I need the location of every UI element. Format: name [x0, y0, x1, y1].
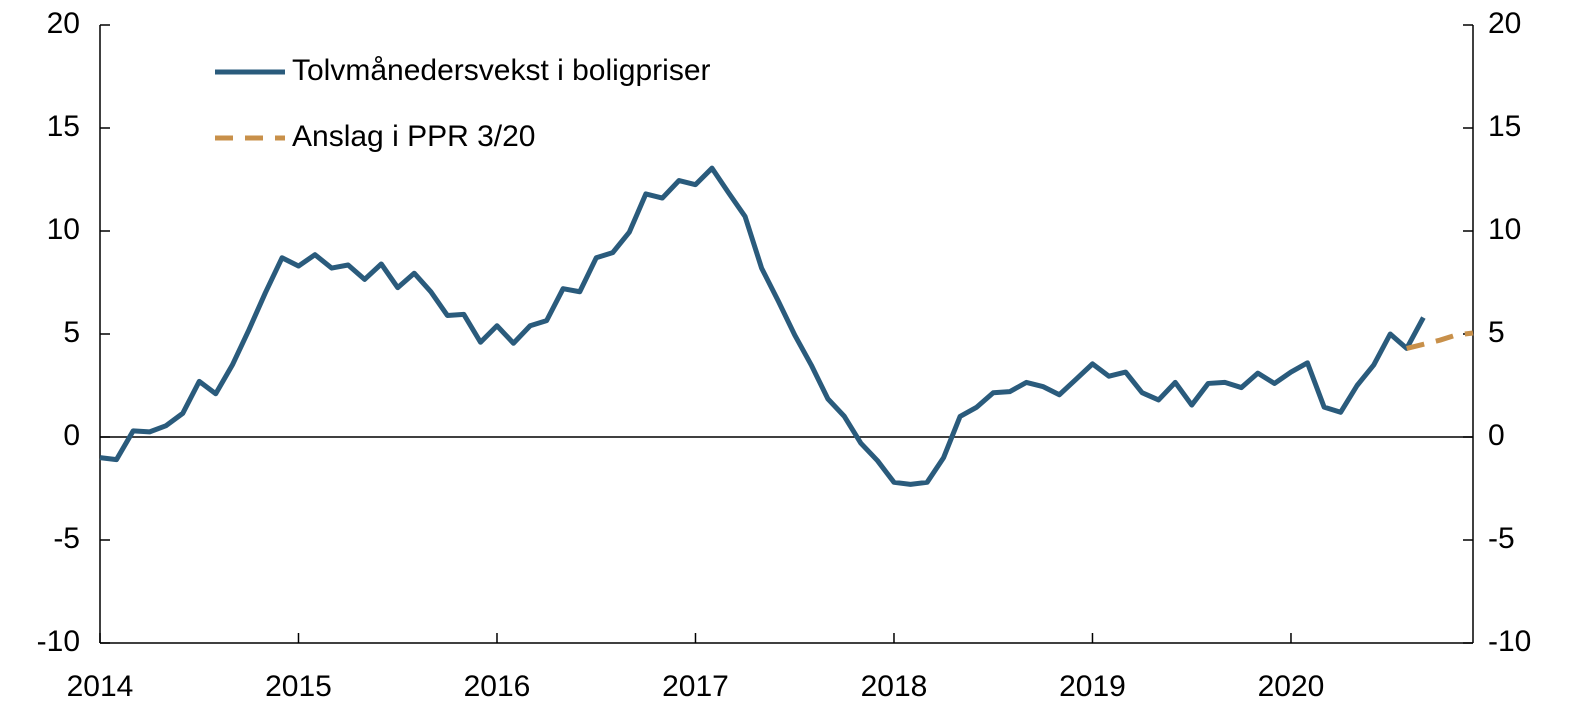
- x-tick-label: 2017: [662, 670, 729, 703]
- legend-label: Tolvmånedersvekst i boligpriser: [292, 54, 711, 87]
- y2-tick-label: 20: [1488, 7, 1521, 40]
- y-tick-label: 5: [63, 316, 80, 349]
- series-line: [1406, 330, 1474, 351]
- y2-tick-label: 0: [1488, 419, 1505, 452]
- x-tick-label: 2015: [265, 670, 332, 703]
- y-tick-label: 20: [47, 7, 80, 40]
- x-tick-label: 2014: [67, 670, 134, 703]
- y-tick-label: 10: [47, 213, 80, 246]
- y2-tick-label: 15: [1488, 110, 1521, 143]
- y-tick-label: -5: [53, 522, 80, 555]
- y-tick-label: 0: [63, 419, 80, 452]
- x-tick-label: 2018: [861, 670, 928, 703]
- y-tick-label: 15: [47, 110, 80, 143]
- x-tick-label: 2019: [1059, 670, 1126, 703]
- y2-tick-label: -10: [1488, 625, 1531, 658]
- x-tick-label: 2020: [1258, 670, 1325, 703]
- x-tick-label: 2016: [464, 670, 531, 703]
- y2-tick-label: 5: [1488, 316, 1505, 349]
- legend-label: Anslag i PPR 3/20: [292, 120, 535, 153]
- y2-tick-label: 10: [1488, 213, 1521, 246]
- y2-tick-label: -5: [1488, 522, 1515, 555]
- y-tick-label: -10: [37, 625, 80, 658]
- series-line: [99, 165, 1426, 487]
